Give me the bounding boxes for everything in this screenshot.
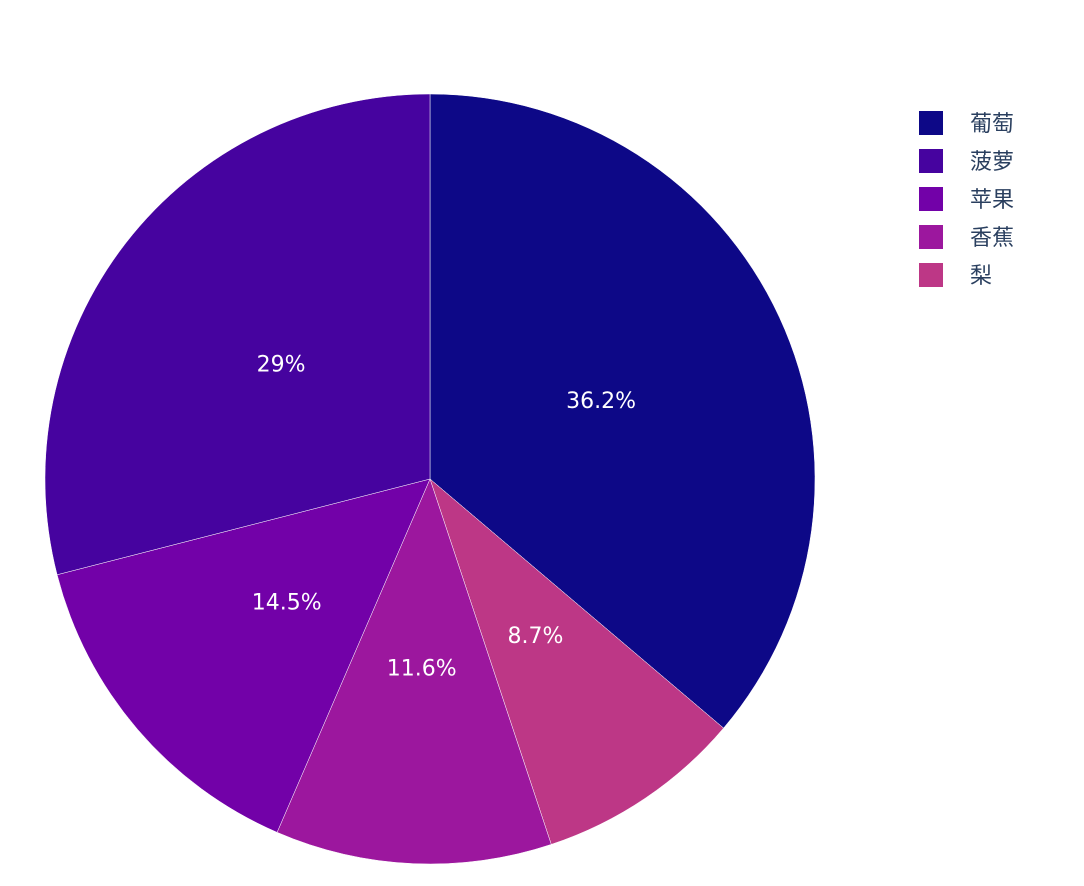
legend-swatch-grape xyxy=(919,111,943,135)
legend-item-grape[interactable]: 葡萄 xyxy=(919,111,1014,137)
pie-slice-apple[interactable] xyxy=(56,478,431,833)
legend-label-pear: 梨 xyxy=(970,264,992,289)
legend: 葡萄 菠萝 苹果 香蕉 梨 xyxy=(919,111,1014,289)
legend-item-banana[interactable]: 香蕉 xyxy=(919,225,1014,251)
legend-label-grape: 葡萄 xyxy=(970,112,1014,137)
legend-swatch-pear xyxy=(919,263,943,287)
legend-item-pineapple[interactable]: 菠萝 xyxy=(919,149,1014,175)
pie-slice-banana[interactable] xyxy=(276,478,552,865)
legend-label-apple: 苹果 xyxy=(970,188,1014,213)
legend-swatch-pineapple xyxy=(919,149,943,173)
pie-slice-grape[interactable] xyxy=(429,93,816,729)
pie-slices xyxy=(44,93,816,865)
pie-slice-label-pear: 8.7% xyxy=(508,624,564,649)
legend-swatch-banana xyxy=(919,225,943,249)
pie-slice-label-grape: 36.2% xyxy=(566,389,636,414)
pie-slice-pineapple[interactable] xyxy=(44,93,431,576)
pie-slice-label-apple: 14.5% xyxy=(252,590,322,615)
legend-label-banana: 香蕉 xyxy=(970,226,1014,251)
pie-slice-label-pineapple: 29% xyxy=(257,353,306,378)
legend-swatch-apple xyxy=(919,187,943,211)
pie-slice-labels: 36.2% 8.7% 11.6% 14.5% 29% xyxy=(252,353,636,682)
legend-label-pineapple: 菠萝 xyxy=(970,150,1014,175)
pie-slice-label-banana: 11.6% xyxy=(387,656,457,681)
legend-item-apple[interactable]: 苹果 xyxy=(919,187,1014,213)
pie-slice-pear[interactable] xyxy=(429,478,724,845)
legend-item-pear[interactable]: 梨 xyxy=(919,263,992,289)
